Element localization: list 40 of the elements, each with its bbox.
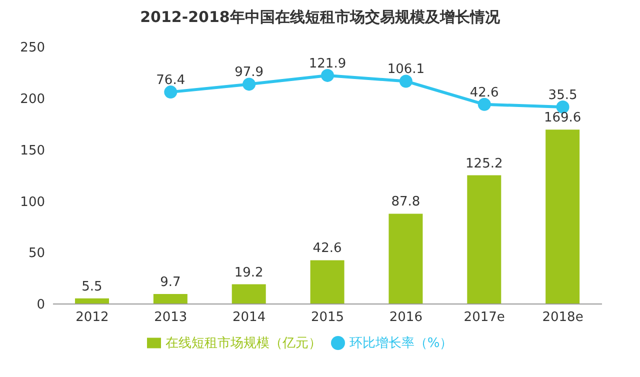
x-tick-label: 2016 bbox=[389, 310, 422, 326]
y-tick-label: 250 bbox=[20, 40, 45, 56]
bar bbox=[546, 130, 580, 304]
y-tick-label: 50 bbox=[28, 246, 45, 262]
legend-label: 在线短租市场规模（亿元） bbox=[165, 336, 322, 351]
data-label: 87.8 bbox=[391, 194, 420, 210]
point bbox=[321, 68, 334, 82]
data-label: 35.5 bbox=[548, 88, 578, 103]
point bbox=[478, 98, 491, 111]
x-tick-label: 2015 bbox=[310, 310, 344, 326]
point bbox=[164, 86, 178, 99]
y-tick-label: 150 bbox=[20, 143, 45, 158]
data-label: 121.9 bbox=[308, 56, 346, 72]
data-label: 97.9 bbox=[234, 65, 264, 80]
point bbox=[399, 74, 412, 88]
point bbox=[242, 78, 256, 91]
bar bbox=[310, 260, 344, 304]
data-label: 76.4 bbox=[156, 73, 186, 88]
data-label: 106.1 bbox=[387, 62, 425, 78]
x-tick-label: 2017e bbox=[464, 310, 505, 326]
data-label: 5.5 bbox=[82, 279, 102, 294]
bar bbox=[388, 214, 423, 304]
data-label: 42.6 bbox=[312, 241, 342, 256]
bar bbox=[153, 294, 188, 304]
x-tick-label: 2012 bbox=[76, 310, 109, 326]
x-tick-label: 2013 bbox=[154, 310, 188, 326]
data-label: 9.7 bbox=[160, 275, 181, 290]
data-label: 169.6 bbox=[544, 110, 582, 126]
y-tick-label: 100 bbox=[20, 194, 45, 210]
x-tick-label: 2014 bbox=[232, 310, 266, 326]
y-tick-label: 0 bbox=[36, 298, 45, 313]
data-label: 42.6 bbox=[470, 85, 499, 100]
x-tick-label: 2018e bbox=[542, 310, 584, 326]
chart-title: 2012-2018年中国在线短租市场交易规模及增长情况 bbox=[139, 8, 501, 27]
data-label: 19.2 bbox=[234, 265, 264, 280]
data-label: 125.2 bbox=[466, 156, 503, 172]
bar bbox=[232, 284, 266, 304]
legend-label: 环比增长率（%） bbox=[349, 336, 453, 351]
y-tick-label: 200 bbox=[20, 92, 45, 108]
bar bbox=[467, 175, 502, 304]
